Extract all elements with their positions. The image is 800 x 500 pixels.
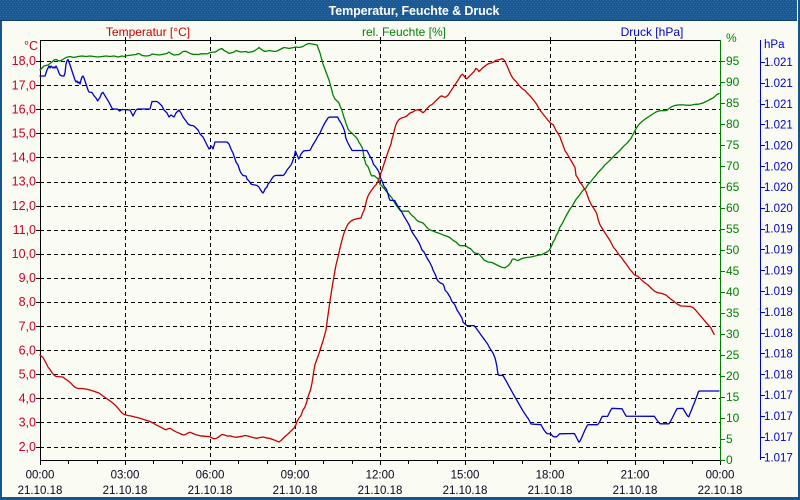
svg-text:70: 70 [726,159,740,173]
svg-text:06:00: 06:00 [196,470,225,482]
svg-text:20: 20 [726,369,740,383]
svg-text:1.018: 1.018 [764,369,793,381]
svg-text:3,0: 3,0 [19,416,36,430]
svg-text:hPa: hPa [764,39,785,51]
svg-text:1.019: 1.019 [764,245,793,257]
svg-text:15: 15 [726,390,740,404]
svg-text:10: 10 [726,411,740,425]
svg-text:18,0: 18,0 [12,54,36,68]
svg-text:30: 30 [726,327,740,341]
svg-text:12:00: 12:00 [366,470,395,482]
svg-text:16,0: 16,0 [12,102,36,116]
svg-text:10,0: 10,0 [12,247,36,261]
svg-text:09:00: 09:00 [281,470,310,482]
svg-text:1.021: 1.021 [764,120,793,132]
svg-text:03:00: 03:00 [111,470,140,482]
svg-text:17,0: 17,0 [12,78,36,92]
svg-text:15,0: 15,0 [12,127,36,141]
svg-text:12,0: 12,0 [12,199,36,213]
svg-text:%: % [726,31,737,45]
svg-text:95: 95 [726,54,740,68]
svg-text:40: 40 [726,285,740,299]
svg-text:80: 80 [726,117,740,131]
svg-text:65: 65 [726,180,740,194]
svg-text:2,0: 2,0 [19,440,36,454]
svg-text:°C: °C [24,39,38,53]
svg-text:0: 0 [726,453,733,467]
svg-text:1.021: 1.021 [764,78,793,90]
svg-text:1.019: 1.019 [764,265,793,277]
svg-text:21.10.18: 21.10.18 [613,485,658,497]
svg-text:85: 85 [726,96,740,110]
svg-text:6,0: 6,0 [19,343,36,357]
svg-text:5: 5 [726,432,733,446]
svg-text:21.10.18: 21.10.18 [188,485,233,497]
svg-text:21.10.18: 21.10.18 [273,485,318,497]
svg-text:1.018: 1.018 [764,349,793,361]
svg-text:15:00: 15:00 [451,470,480,482]
svg-text:1.020: 1.020 [764,161,793,173]
svg-text:55: 55 [726,222,740,236]
svg-text:1.017: 1.017 [764,390,793,402]
svg-text:4,0: 4,0 [19,392,36,406]
svg-text:21.10.18: 21.10.18 [443,485,488,497]
svg-text:21:00: 21:00 [621,470,650,482]
svg-text:1.018: 1.018 [764,307,793,319]
svg-text:21.10.18: 21.10.18 [18,485,63,497]
svg-text:75: 75 [726,138,740,152]
svg-text:9,0: 9,0 [19,271,36,285]
svg-text:21.10.18: 21.10.18 [358,485,403,497]
svg-text:11,0: 11,0 [13,223,36,237]
svg-text:21.10.18: 21.10.18 [103,485,148,497]
svg-text:Temperatur, Feuchte & Druck: Temperatur, Feuchte & Druck [329,4,500,18]
svg-text:1.020: 1.020 [764,182,793,194]
svg-text:rel. Feuchte [%]: rel. Feuchte [%] [362,25,446,39]
svg-text:45: 45 [726,264,740,278]
svg-text:8,0: 8,0 [19,295,36,309]
svg-text:00:00: 00:00 [706,470,735,482]
svg-text:1.020: 1.020 [764,141,793,153]
svg-text:Druck [hPa]: Druck [hPa] [621,25,684,39]
svg-text:1.019: 1.019 [764,224,793,236]
svg-text:21.10.18: 21.10.18 [528,485,573,497]
svg-text:5,0: 5,0 [19,368,36,382]
svg-text:90: 90 [726,75,740,89]
svg-text:18:00: 18:00 [536,470,565,482]
svg-text:1.017: 1.017 [764,411,793,423]
svg-text:Temperatur [°C]: Temperatur [°C] [106,25,190,39]
svg-text:60: 60 [726,201,740,215]
svg-text:1.017: 1.017 [764,432,793,444]
svg-text:1.017: 1.017 [764,453,793,465]
svg-text:14,0: 14,0 [12,151,36,165]
svg-text:22.10.18: 22.10.18 [698,485,743,497]
svg-text:1.019: 1.019 [764,286,793,298]
svg-text:35: 35 [726,306,740,320]
svg-text:1.020: 1.020 [764,203,793,215]
svg-text:1.021: 1.021 [764,99,793,111]
svg-text:7,0: 7,0 [19,319,36,333]
svg-text:00:00: 00:00 [26,470,55,482]
svg-text:13,0: 13,0 [12,175,36,189]
svg-text:50: 50 [726,243,740,257]
svg-text:25: 25 [726,348,740,362]
svg-text:1.018: 1.018 [764,328,793,340]
svg-text:1.021: 1.021 [764,57,793,69]
